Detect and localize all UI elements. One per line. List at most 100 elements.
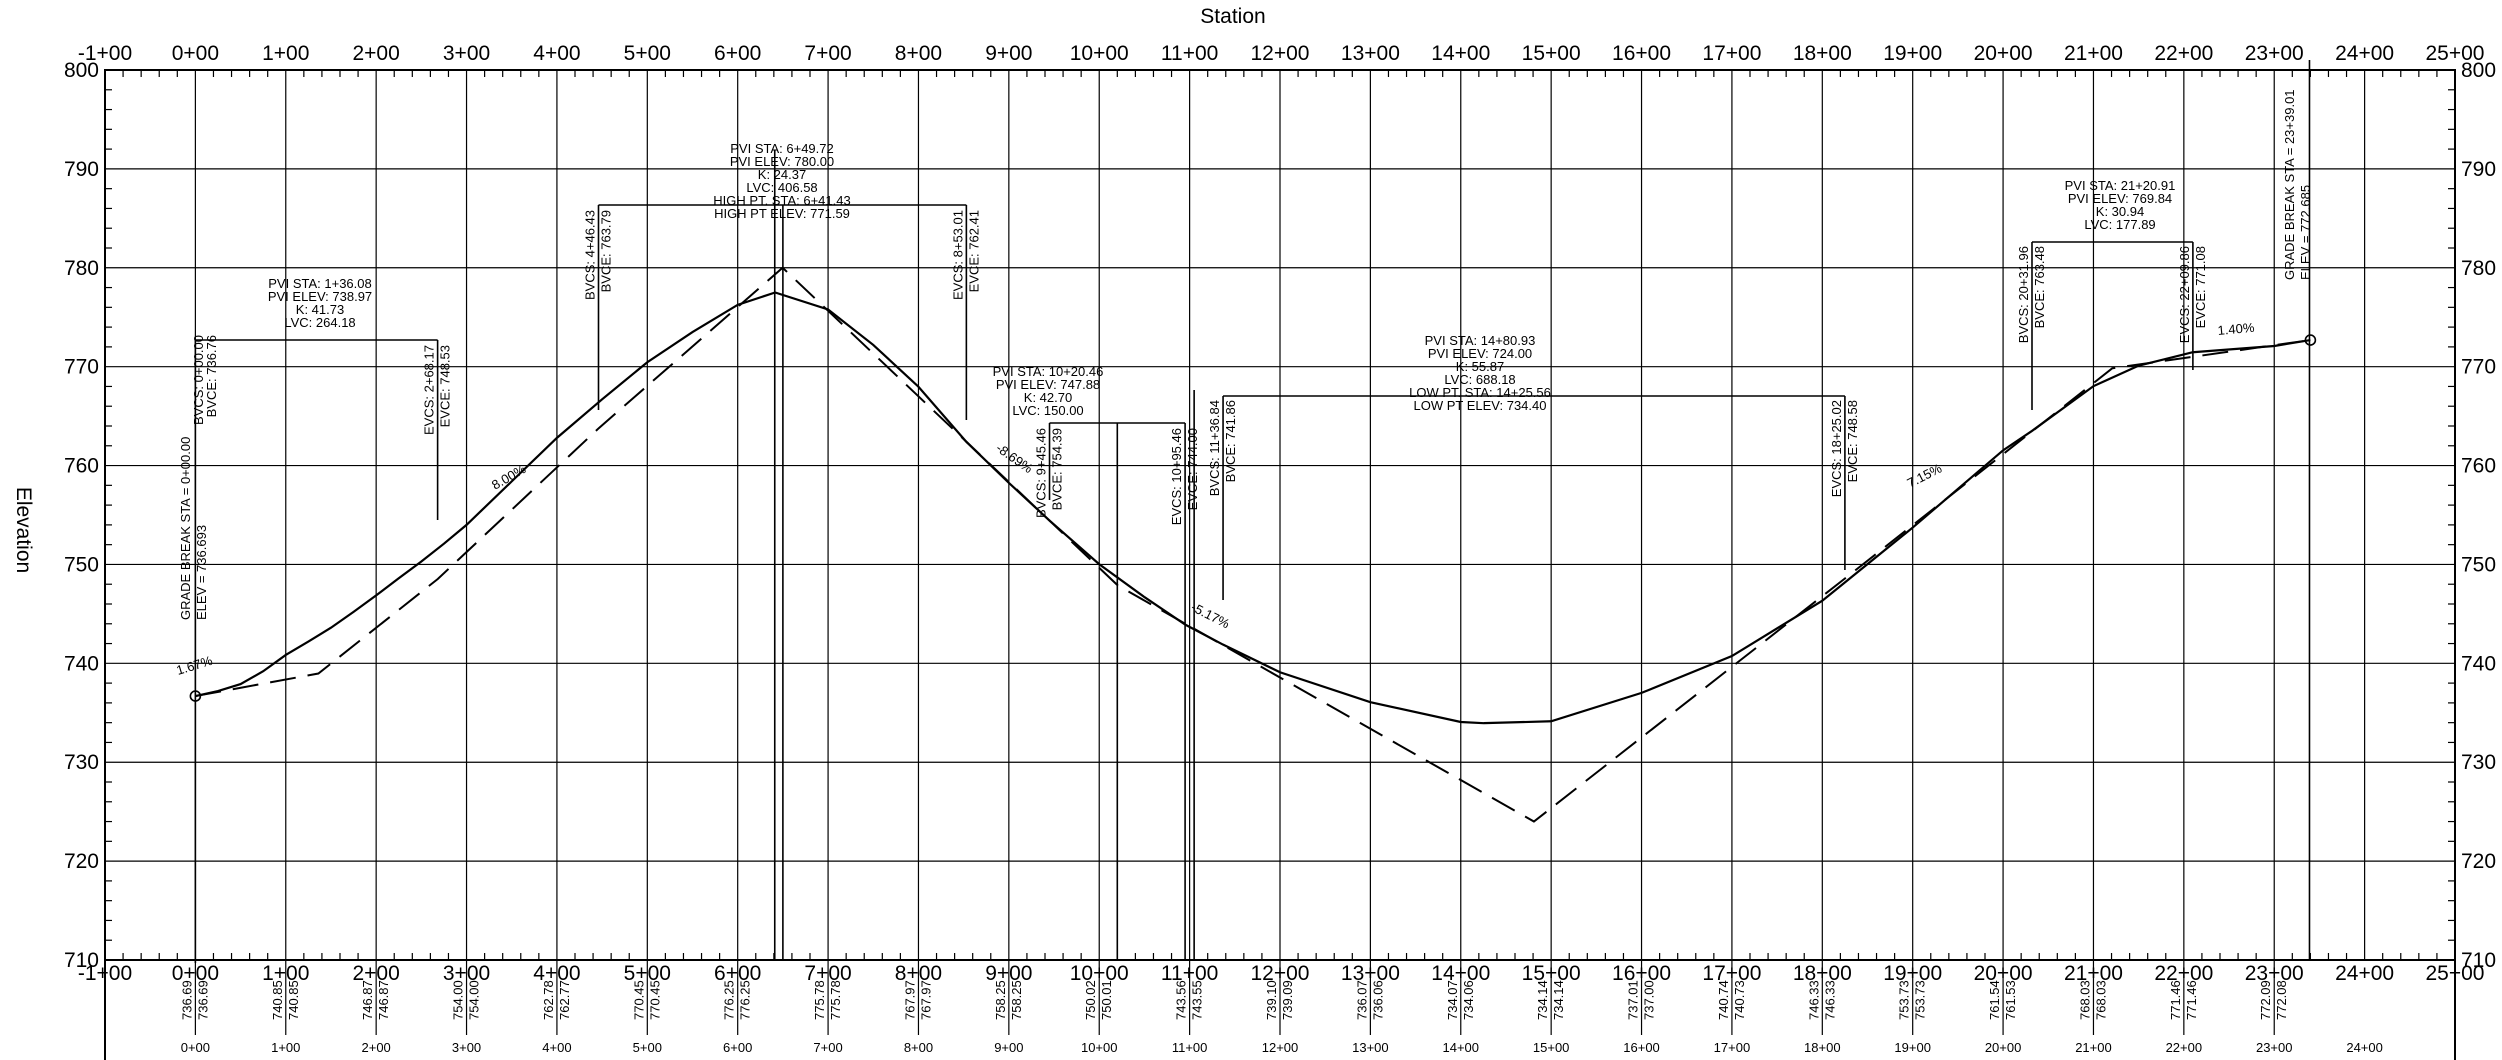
station-tick-label-top: 1+00 <box>262 42 309 65</box>
band-elevation-label: 737.00 <box>1642 980 1657 1020</box>
station-tick-label-top: 25+00 <box>2426 42 2485 65</box>
curve-point-label: EVCE: 748.53 <box>438 345 453 427</box>
tangent-line <box>195 266 2311 823</box>
band-elevation-label: 737.01 <box>1626 980 1641 1020</box>
band-elevation-label: 750.02 <box>1083 980 1098 1020</box>
station-tick-label-top: 14+00 <box>1431 42 1490 65</box>
band-station-label: 0+00 <box>181 1040 210 1055</box>
station-tick-label-top: 9+00 <box>985 42 1032 65</box>
band-elevation-label: 761.53 <box>2003 980 2018 1020</box>
curve-point-label: BVCS: 9+45.46 <box>1034 428 1049 518</box>
band-elevation-label: 762.78 <box>541 980 556 1020</box>
pvi-note: PVI ELEV: 769.84 <box>2068 191 2172 206</box>
band-elevation-label: 740.85 <box>270 980 285 1020</box>
band-station-label: 7+00 <box>813 1040 842 1055</box>
station-tick-label-top: 23+00 <box>2245 42 2304 65</box>
station-tick-label-top: 11+00 <box>1161 42 1218 65</box>
station-tick-label-top: 16+00 <box>1612 42 1671 65</box>
elevation-tick-label-right: 740 <box>2461 652 2496 675</box>
station-tick-label-top: 0+00 <box>172 42 219 65</box>
station-tick-label-top: -1+00 <box>78 42 132 65</box>
pvi-note: HIGH PT. STA: 6+41.43 <box>713 193 850 208</box>
pvi-note: K: 42.70 <box>1024 390 1072 405</box>
elevation-tick-label-left: 720 <box>64 850 99 873</box>
pvi-note: PVI STA: 6+49.72 <box>730 141 833 156</box>
grade-break-label: ELEV = 772.685 <box>2298 185 2313 280</box>
elevation-tick-label-left: 800 <box>64 59 99 82</box>
band-elevation-label: 746.33 <box>1822 980 1837 1020</box>
band-elevation-label: 770.45 <box>631 980 646 1020</box>
grade-break-label: ELEV = 736.693 <box>194 525 209 620</box>
grade-label: 1.67% <box>174 653 214 678</box>
station-tick-label-top: 18+00 <box>1793 42 1852 65</box>
elevation-tick-label-right: 770 <box>2461 356 2496 379</box>
elevation-tick-label-left: 780 <box>64 257 99 280</box>
band-station-label: 16+00 <box>1623 1040 1660 1055</box>
pvi-note: LOW PT ELEV: 734.40 <box>1414 398 1547 413</box>
station-tick-label-top: 12+00 <box>1251 42 1310 65</box>
elevation-tick-label-right: 750 <box>2461 553 2496 576</box>
band-elevation-label: 775.78 <box>812 980 827 1020</box>
band-station-label: 24+00 <box>2346 1040 2383 1055</box>
pvi-note: LVC: 406.58 <box>746 180 817 195</box>
band-station-label: 4+00 <box>542 1040 571 1055</box>
band-elevation-label: 767.97 <box>918 980 933 1020</box>
grade-label: -5.17% <box>1189 599 1233 631</box>
band-elevation-label: 746.33 <box>1806 980 1821 1020</box>
band-elevation-label: 776.25 <box>722 980 737 1020</box>
band-station-label: 6+00 <box>723 1040 752 1055</box>
curve-point-label: BVCS: 11+36.84 <box>1207 400 1222 496</box>
elevation-tick-label-left: 710 <box>64 949 99 972</box>
station-tick-label-top: 7+00 <box>804 42 851 65</box>
band-elevation-label: 771.46 <box>2184 980 2199 1020</box>
band-elevation-label: 770.45 <box>647 980 662 1020</box>
curve-point-label: BVCE: 763.79 <box>599 210 614 292</box>
curve-point-label: EVCE: 748.58 <box>1845 400 1860 482</box>
elevation-tick-label-left: 770 <box>64 356 99 379</box>
band-station-label: 14+00 <box>1443 1040 1480 1055</box>
curve-point-label: EVCS: 10+95.46 <box>1169 428 1184 525</box>
curve-point-label: EVCE: 762.41 <box>966 210 981 292</box>
band-elevation-label: 754.00 <box>451 980 466 1020</box>
band-elevation-label: 758.25 <box>993 980 1008 1020</box>
band-elevation-label: 746.87 <box>360 980 375 1020</box>
elevation-tick-label-right: 760 <box>2461 455 2496 478</box>
band-station-label: 21+00 <box>2075 1040 2112 1055</box>
elevation-tick-label-right: 790 <box>2461 158 2496 181</box>
band-station-label: 9+00 <box>994 1040 1023 1055</box>
band-elevation-label: 734.14 <box>1535 980 1550 1020</box>
station-tick-label-top: 8+00 <box>895 42 942 65</box>
curve-point-label: BVCS: 20+31.96 <box>2016 246 2031 343</box>
band-elevation-label: 736.69 <box>195 980 210 1020</box>
pvi-note: PVI ELEV: 724.00 <box>1428 346 1532 361</box>
pvi-note: HIGH PT ELEV: 771.59 <box>714 206 850 221</box>
band-station-label: 12+00 <box>1262 1040 1299 1055</box>
elevation-tick-label-left: 740 <box>64 652 99 675</box>
band-elevation-label: 761.54 <box>1987 980 2002 1020</box>
elevation-tick-label-left: 730 <box>64 751 99 774</box>
band-station-label: 2+00 <box>362 1040 391 1055</box>
pvi-note: PVI STA: 1+36.08 <box>268 276 371 291</box>
pvi-note: PVI ELEV: 738.97 <box>268 289 372 304</box>
elevation-tick-label-left: 750 <box>64 553 99 576</box>
station-tick-label-top: 10+00 <box>1070 42 1129 65</box>
profile-line <box>195 291 2311 725</box>
pvi-note: K: 24.37 <box>758 167 806 182</box>
pvi-note: LVC: 177.89 <box>2084 217 2155 232</box>
band-elevation-label: 768.03 <box>2093 980 2108 1020</box>
station-tick-label-top: 15+00 <box>1522 42 1581 65</box>
station-tick-label-top: 22+00 <box>2154 42 2213 65</box>
elevation-tick-label-left: 760 <box>64 455 99 478</box>
band-station-label: 1+00 <box>271 1040 300 1055</box>
pvi-note: K: 30.94 <box>2096 204 2144 219</box>
end-point-marker <box>2304 334 2317 346</box>
band-elevation-label: 775.78 <box>828 980 843 1020</box>
band-elevation-label: 772.09 <box>2258 980 2273 1020</box>
elevation-tick-label-right: 720 <box>2461 850 2496 873</box>
band-station-label: 20+00 <box>1985 1040 2022 1055</box>
pvi-note: PVI STA: 10+20.46 <box>993 364 1104 379</box>
band-station-label: 18+00 <box>1804 1040 1841 1055</box>
station-tick-label-top: 19+00 <box>1883 42 1942 65</box>
grade-break-label: GRADE BREAK STA = 0+00.00 <box>178 437 193 620</box>
